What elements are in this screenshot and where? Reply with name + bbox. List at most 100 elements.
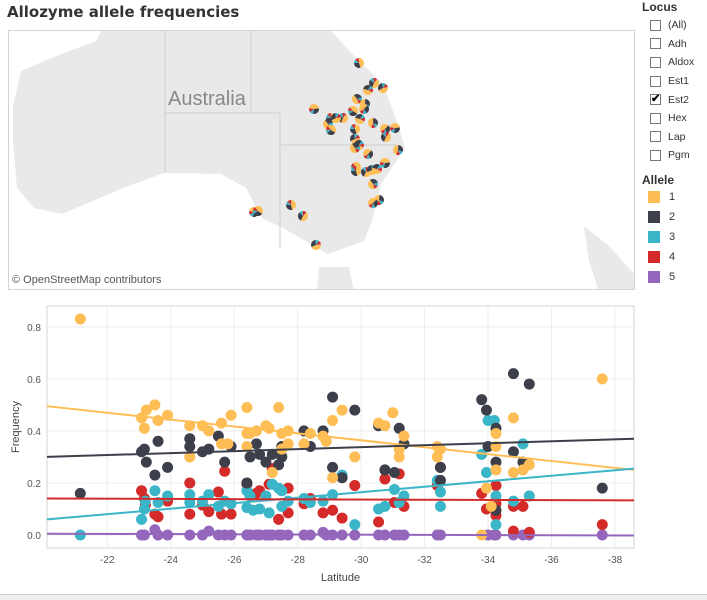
data-point[interactable] [435, 501, 446, 512]
data-point[interactable] [139, 423, 150, 434]
pie-marker[interactable] [380, 158, 390, 168]
data-point[interactable] [276, 485, 287, 496]
data-point[interactable] [283, 438, 294, 449]
data-point[interactable] [349, 480, 360, 491]
data-point[interactable] [517, 501, 528, 512]
data-point[interactable] [327, 462, 338, 473]
data-point[interactable] [327, 415, 338, 426]
locus-option-est1[interactable]: Est1 [642, 72, 707, 91]
data-point[interactable] [75, 529, 86, 540]
data-point[interactable] [149, 470, 160, 481]
checkbox[interactable] [650, 20, 661, 31]
data-point[interactable] [524, 527, 535, 538]
data-point[interactable] [251, 438, 262, 449]
data-point[interactable] [264, 423, 275, 434]
pie-marker[interactable] [348, 106, 358, 116]
data-point[interactable] [184, 477, 195, 488]
data-point[interactable] [267, 467, 278, 478]
map-canvas[interactable] [9, 31, 635, 290]
data-point[interactable] [327, 472, 338, 483]
checkbox[interactable] [650, 76, 661, 87]
checkbox[interactable] [650, 131, 661, 142]
data-point[interactable] [136, 514, 147, 525]
data-point[interactable] [162, 462, 173, 473]
pie-marker[interactable] [253, 206, 263, 216]
locus-option-pgm[interactable]: Pgm [642, 146, 707, 165]
data-point[interactable] [283, 425, 294, 436]
locus-option-adh[interactable]: Adh [642, 35, 707, 54]
pie-marker[interactable] [355, 114, 365, 124]
data-point[interactable] [435, 487, 446, 498]
data-point[interactable] [299, 438, 310, 449]
data-point[interactable] [254, 503, 265, 514]
data-point[interactable] [245, 451, 256, 462]
data-point[interactable] [490, 464, 501, 475]
map-credit[interactable]: © OpenStreetMap contributors [12, 274, 161, 286]
frequency-scatter-chart[interactable]: 0.00.20.40.60.8-22-24-26-28-30-32-34-36-… [0, 300, 640, 592]
pie-marker[interactable] [378, 83, 388, 93]
data-point[interactable] [141, 457, 152, 468]
data-point[interactable] [524, 459, 535, 470]
data-point[interactable] [241, 477, 252, 488]
data-point[interactable] [219, 457, 230, 468]
pie-marker[interactable] [368, 179, 378, 189]
pie-marker[interactable] [393, 145, 403, 155]
legend-item-1[interactable]: 1 [642, 187, 707, 207]
data-point[interactable] [213, 487, 224, 498]
data-point[interactable] [398, 431, 409, 442]
data-point[interactable] [75, 314, 86, 325]
data-point[interactable] [264, 507, 275, 518]
data-point[interactable] [524, 379, 535, 390]
checkbox[interactable] [650, 38, 661, 49]
data-point[interactable] [517, 438, 528, 449]
data-point[interactable] [508, 496, 519, 507]
data-point[interactable] [222, 438, 233, 449]
data-point[interactable] [153, 511, 164, 522]
data-point[interactable] [216, 418, 227, 429]
checkbox[interactable] [650, 57, 661, 68]
data-point[interactable] [490, 428, 501, 439]
data-point[interactable] [153, 415, 164, 426]
data-point[interactable] [241, 402, 252, 413]
map-view[interactable]: Australia © OpenStreetMap contributors [8, 30, 635, 290]
data-point[interactable] [597, 373, 608, 384]
data-point[interactable] [149, 485, 160, 496]
pie-marker[interactable] [381, 132, 391, 142]
pie-marker[interactable] [331, 113, 341, 123]
data-point[interactable] [481, 467, 492, 478]
data-point[interactable] [481, 483, 492, 494]
data-point[interactable] [327, 392, 338, 403]
data-point[interactable] [508, 412, 519, 423]
pie-marker[interactable] [363, 149, 373, 159]
checkbox[interactable] [650, 150, 661, 161]
data-point[interactable] [379, 420, 390, 431]
pie-marker[interactable] [298, 211, 308, 221]
data-point[interactable] [387, 407, 398, 418]
data-point[interactable] [273, 514, 284, 525]
locus-option-aldox[interactable]: Aldox [642, 53, 707, 72]
data-point[interactable] [327, 505, 338, 516]
pie-marker[interactable] [363, 85, 373, 95]
data-point[interactable] [508, 467, 519, 478]
pie-marker[interactable] [359, 104, 369, 114]
locus-option-hex[interactable]: Hex [642, 109, 707, 128]
pie-marker[interactable] [368, 118, 378, 128]
data-point[interactable] [318, 496, 329, 507]
locus-option-all[interactable]: (All) [642, 16, 707, 35]
pie-marker[interactable] [350, 124, 360, 134]
locus-option-est2[interactable]: ✔Est2 [642, 90, 707, 109]
pie-marker[interactable] [368, 198, 378, 208]
data-point[interactable] [318, 507, 329, 518]
data-point[interactable] [394, 451, 405, 462]
data-point[interactable] [597, 483, 608, 494]
data-point[interactable] [251, 425, 262, 436]
data-point[interactable] [273, 402, 284, 413]
legend-item-5[interactable]: 5 [642, 267, 707, 287]
data-point[interactable] [153, 436, 164, 447]
checkbox[interactable] [650, 113, 661, 124]
data-point[interactable] [508, 368, 519, 379]
data-point[interactable] [486, 501, 497, 512]
locus-option-lap[interactable]: Lap [642, 128, 707, 147]
data-point[interactable] [75, 488, 86, 499]
data-point[interactable] [481, 405, 492, 416]
